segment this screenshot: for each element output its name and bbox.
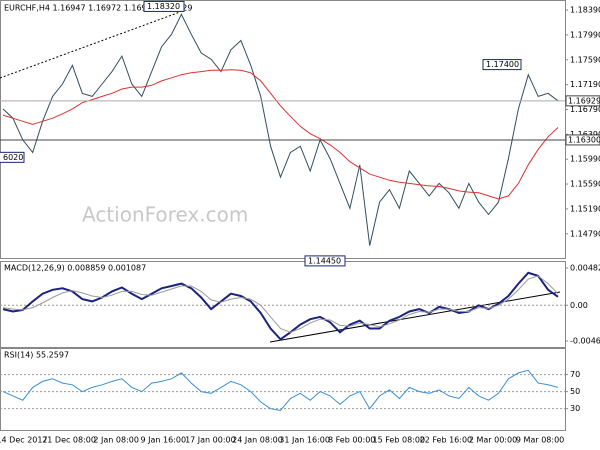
y-tick-label: 1.15190 [570,204,600,213]
y-tick-label: 1.14790 [570,229,600,238]
y-tick-label: 1.16790 [570,105,600,114]
price-panel [0,0,566,259]
x-tick-label: 14 Dec 2017 [0,436,48,445]
series-line [2,369,559,411]
x-tick-label: 9 Mar 08:00 [516,436,564,445]
y-tick-label: 50 [570,387,580,396]
x-tick-label: 15 Feb 08:00 [373,436,425,445]
y-tick-label: 1.18390 [570,6,600,15]
last-price-label: 1.16929 [568,96,600,105]
annotation: 6020 [3,153,23,162]
annotation-box [304,255,346,267]
panel-title: MACD(12,26,9) 0.008859 0.001087 [4,264,146,273]
y-tick-label: 1.17590 [570,55,600,64]
header: EURCHF,H4 1.16947 1.16972 1.16922 1.1692… [4,4,192,13]
x-tick-label: 8 Feb 00:00 [328,436,375,445]
macd-trend-line [269,291,561,343]
y-tick-label: -0.004632 [570,337,600,346]
x-tick-label: 22 Feb 16:00 [420,436,472,445]
y-tick-label: 1.16390 [570,130,600,139]
annotation: 1.14450 [308,256,341,265]
x-tick-label: 24 Jan 08:00 [232,436,283,445]
rsi-panel [0,348,566,431]
series-line [2,69,559,200]
macd-panel [0,261,566,348]
watermark: ActionForex.com [82,203,248,227]
label-box [565,134,600,146]
annotation: 1.18320 [147,2,180,11]
y-tick-label: 1.15990 [570,155,600,164]
y-tick-label: 30 [570,404,580,413]
y-tick-label: 0.004827 [570,263,600,272]
y-tick-label: 1.17190 [570,80,600,89]
annotation-box [143,0,185,12]
x-tick-label: 17 Jan 00:00 [185,436,236,445]
x-tick-label: 2 Jan 08:00 [93,436,139,445]
x-tick-label: 9 Jan 16:00 [141,436,187,445]
annotation-box [482,59,522,71]
y-tick-label: 1.15590 [570,180,600,189]
x-tick-label: 2 Mar 00:00 [469,436,517,445]
annotation-box [0,151,25,163]
y-tick-label: 0.00 [570,301,588,310]
series-line [2,275,559,333]
panel-title: RSI(14) 55.2597 [4,351,69,360]
label-box [565,95,600,107]
x-tick-label: 31 Jan 16:00 [279,436,330,445]
y-tick-label: 70 [570,370,580,379]
x-tick-label: 21 Dec 08:00 [42,436,96,445]
hline-label: 1.16300 [568,135,600,144]
y-tick-label: 1.17990 [570,30,600,39]
annotation: 1.17400 [486,60,519,69]
series-line [2,271,559,341]
